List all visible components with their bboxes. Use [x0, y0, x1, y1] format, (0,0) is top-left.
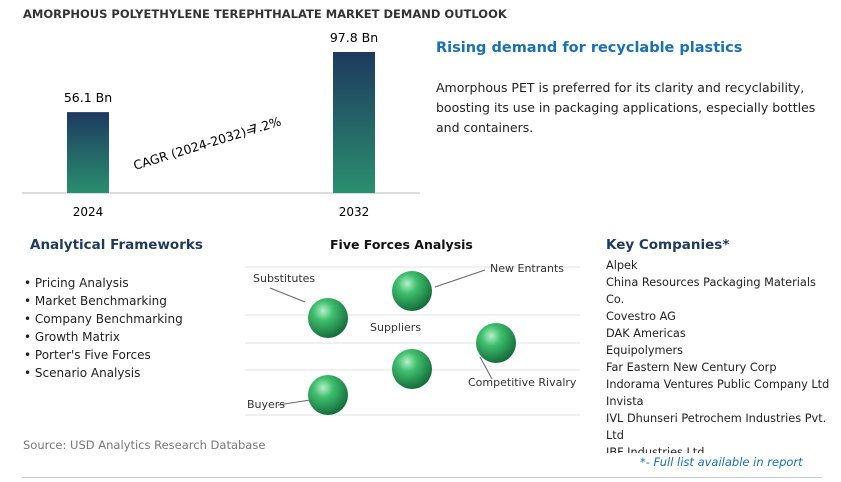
leader-line: [479, 356, 493, 380]
bullet: •: [24, 366, 35, 380]
list-item: • Scenario Analysis: [24, 364, 183, 382]
value-label: 97.8 Bn: [330, 30, 378, 45]
item-text: Alpek: [606, 259, 638, 272]
cagr-label: CAGR (2024-2032)=: [131, 121, 258, 173]
five-forces-diagram: Substitutes New Entrants Suppliers Competit…: [245, 262, 580, 416]
item-text: Indorama Ventures Public Company Ltd: [606, 378, 830, 391]
five-forces-heading: Five Forces Analysis: [330, 237, 473, 252]
item-text: China Resources Packaging Materials Co.: [606, 276, 816, 306]
item-text: Scenario Analysis: [34, 366, 141, 380]
bullet: •: [24, 348, 35, 362]
force-label: Buyers: [247, 398, 285, 411]
item-text: Growth Matrix: [34, 330, 120, 344]
list-item: Equipolymers: [606, 342, 831, 359]
item-text: Far Eastern New Century Corp: [606, 361, 777, 374]
highlight-heading: Rising demand for recyclable plastics: [436, 40, 743, 56]
source: Source: USD Analytics Research Database: [23, 438, 266, 452]
force-label: Suppliers: [370, 321, 421, 334]
list-item: JBF Industries Ltd: [606, 444, 831, 453]
list-item: Invista: [606, 393, 831, 410]
item-text: JBF Industries Ltd: [606, 446, 705, 453]
category-label: 2032: [339, 205, 370, 219]
page-title: AMORPHOUS POLYETHYLENE TEREPHTHALATE MAR…: [23, 7, 507, 21]
list-item: Covestro AG: [606, 308, 831, 325]
bullet: •: [24, 312, 35, 326]
item-text: Covestro AG: [606, 310, 676, 323]
bar-chart: CAGR (2024-2032)= 7.2% 56.1 Bn 2024 97.8 B…: [22, 30, 420, 219]
category-label: 2024: [73, 205, 104, 219]
item-text: DAK Americas: [606, 327, 686, 340]
cagr-value: 7.2%: [248, 114, 283, 138]
companies-heading: Key Companies*: [606, 237, 730, 253]
bullet: •: [24, 276, 35, 290]
force-label: Competitive Rivalry: [468, 376, 577, 389]
leader-line: [269, 287, 306, 303]
item-text: Pricing Analysis: [34, 276, 129, 290]
force-label: New Entrants: [490, 262, 564, 275]
bar: [333, 52, 375, 193]
bar: [67, 112, 109, 193]
list-item: Alpek: [606, 257, 831, 274]
list-item: • Growth Matrix: [24, 328, 183, 346]
item-text: Porter's Five Forces: [34, 348, 151, 362]
list-item: • Market Benchmarking: [24, 292, 183, 310]
value-label: 56.1 Bn: [64, 90, 112, 105]
item-text: Company Benchmarking: [34, 312, 183, 326]
highlight-text: Amorphous PET is preferred for its clari…: [436, 80, 816, 135]
footer-rule: [22, 477, 822, 478]
list-item: • Pricing Analysis: [24, 274, 183, 292]
list-item: • Company Benchmarking: [24, 310, 183, 328]
list-item: • Porter's Five Forces: [24, 346, 183, 364]
list-item: IVL Dhunseri Petrochem Industries Pvt. L…: [606, 410, 831, 444]
bullet: •: [24, 330, 35, 344]
force-sphere: [308, 375, 348, 415]
companies-note: *- Full list available in report: [640, 455, 803, 469]
frameworks-list: • Pricing Analysis • Market Benchmarking •…: [24, 274, 183, 382]
list-item: Far Eastern New Century Corp: [606, 359, 831, 376]
item-text: Market Benchmarking: [34, 294, 167, 308]
force-sphere: [392, 349, 432, 389]
item-text: Invista: [606, 395, 644, 408]
list-item: DAK Americas: [606, 325, 831, 342]
bullet: •: [24, 294, 35, 308]
force-sphere: [392, 271, 432, 311]
list-item: China Resources Packaging Materials Co.: [606, 274, 831, 308]
force-sphere: [308, 298, 348, 338]
item-text: IVL Dhunseri Petrochem Industries Pvt. L…: [606, 412, 827, 442]
item-text: Equipolymers: [606, 344, 683, 357]
force-sphere: [476, 323, 516, 363]
force-label: Substitutes: [253, 272, 315, 285]
leader-line: [434, 269, 486, 288]
frameworks-heading: Analytical Frameworks: [30, 237, 203, 253]
companies-list: Alpek China Resources Packaging Materials…: [606, 257, 831, 453]
leader-line: [277, 399, 311, 406]
list-item: Indorama Ventures Public Company Ltd: [606, 376, 831, 393]
